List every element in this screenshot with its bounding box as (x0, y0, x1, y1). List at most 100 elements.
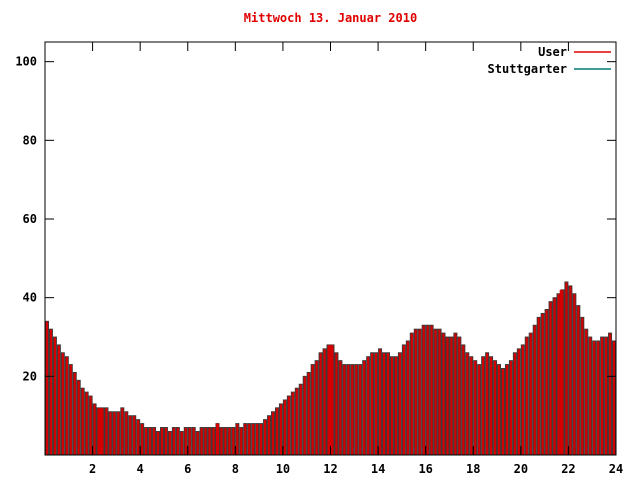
bar (512, 352, 517, 456)
y-tick-label: 20 (23, 369, 37, 383)
bar (191, 427, 196, 456)
bar (584, 328, 589, 456)
bar (294, 387, 299, 456)
bar (413, 328, 418, 456)
x-tick-label: 18 (466, 462, 480, 476)
bar (235, 423, 240, 456)
bar (187, 427, 192, 456)
x-axis: 2 4 6 8 10 12 14 16 18 20 22 24 (89, 42, 623, 476)
legend: User Stuttgarter (488, 45, 611, 76)
bar (175, 427, 180, 456)
x-tick-label: 14 (371, 462, 385, 476)
bar (572, 293, 577, 456)
bar (421, 324, 426, 456)
bar (453, 332, 458, 456)
bar (72, 371, 77, 456)
bar (604, 336, 609, 456)
bar (179, 430, 184, 456)
bar (84, 391, 89, 456)
bar (306, 371, 311, 456)
bar (88, 395, 93, 456)
bar (382, 352, 387, 456)
bar (148, 427, 153, 456)
bar (60, 352, 65, 456)
x-tick-label: 10 (276, 462, 290, 476)
svg-text:Mittwoch 13. Januar 2010: Mittwoch 13. Januar 2010 (244, 11, 417, 25)
bar (278, 403, 283, 456)
bar (393, 356, 398, 456)
bar (159, 427, 164, 456)
bar (239, 427, 244, 456)
bar (290, 391, 295, 456)
bar (520, 344, 525, 456)
bar (457, 336, 462, 456)
bar (195, 430, 200, 456)
bar (516, 348, 521, 456)
bar (608, 332, 613, 456)
bar (231, 427, 236, 456)
bar (528, 332, 533, 456)
bar (286, 395, 291, 456)
bar (267, 415, 272, 456)
bar (445, 336, 450, 456)
bar (132, 415, 137, 456)
bar (183, 427, 188, 456)
bar (544, 309, 549, 456)
bar (44, 320, 49, 456)
x-tick-label: 12 (323, 462, 337, 476)
y-tick-label: 60 (23, 212, 37, 226)
x-tick-label: 24 (609, 462, 623, 476)
bar (68, 364, 73, 456)
bar (366, 356, 371, 456)
bar (548, 301, 553, 456)
bar (461, 344, 466, 456)
bar (588, 336, 593, 456)
bar (152, 427, 157, 456)
bar (417, 328, 422, 456)
spike-bar (215, 423, 220, 455)
bar (354, 364, 359, 456)
bar (350, 364, 355, 456)
bar (302, 375, 307, 456)
bar (124, 411, 129, 456)
bar (358, 364, 363, 456)
bar (318, 352, 323, 456)
bar (536, 316, 541, 456)
bar (508, 360, 513, 456)
chart-title: Mittwoch 13. Januar 2010 (244, 11, 417, 25)
bar (405, 340, 410, 456)
bar (612, 340, 617, 456)
bar (386, 352, 391, 456)
bar (64, 356, 69, 456)
bar (449, 336, 454, 456)
bar (314, 360, 319, 456)
bar (401, 344, 406, 456)
y-tick-label: 40 (23, 291, 37, 305)
bar (465, 352, 470, 456)
bar (171, 427, 176, 456)
bar (532, 324, 537, 456)
legend-label: Stuttgarter (488, 62, 567, 76)
bar (211, 427, 216, 456)
x-tick-label: 8 (232, 462, 239, 476)
bar (370, 352, 375, 456)
bar (203, 427, 208, 456)
bar (592, 340, 597, 456)
y-tick-label: 100 (15, 55, 37, 69)
bar (156, 430, 161, 456)
bar (48, 328, 53, 456)
y-axis: 20 40 60 80 100 (15, 55, 616, 383)
bar (362, 360, 367, 456)
bar (251, 423, 256, 456)
bar (564, 281, 569, 456)
bar (223, 427, 228, 456)
bar (489, 356, 494, 456)
bar (112, 411, 117, 456)
bar (310, 364, 315, 456)
bar (437, 328, 442, 456)
bar (342, 364, 347, 456)
bar (378, 348, 383, 456)
bar (389, 356, 394, 456)
